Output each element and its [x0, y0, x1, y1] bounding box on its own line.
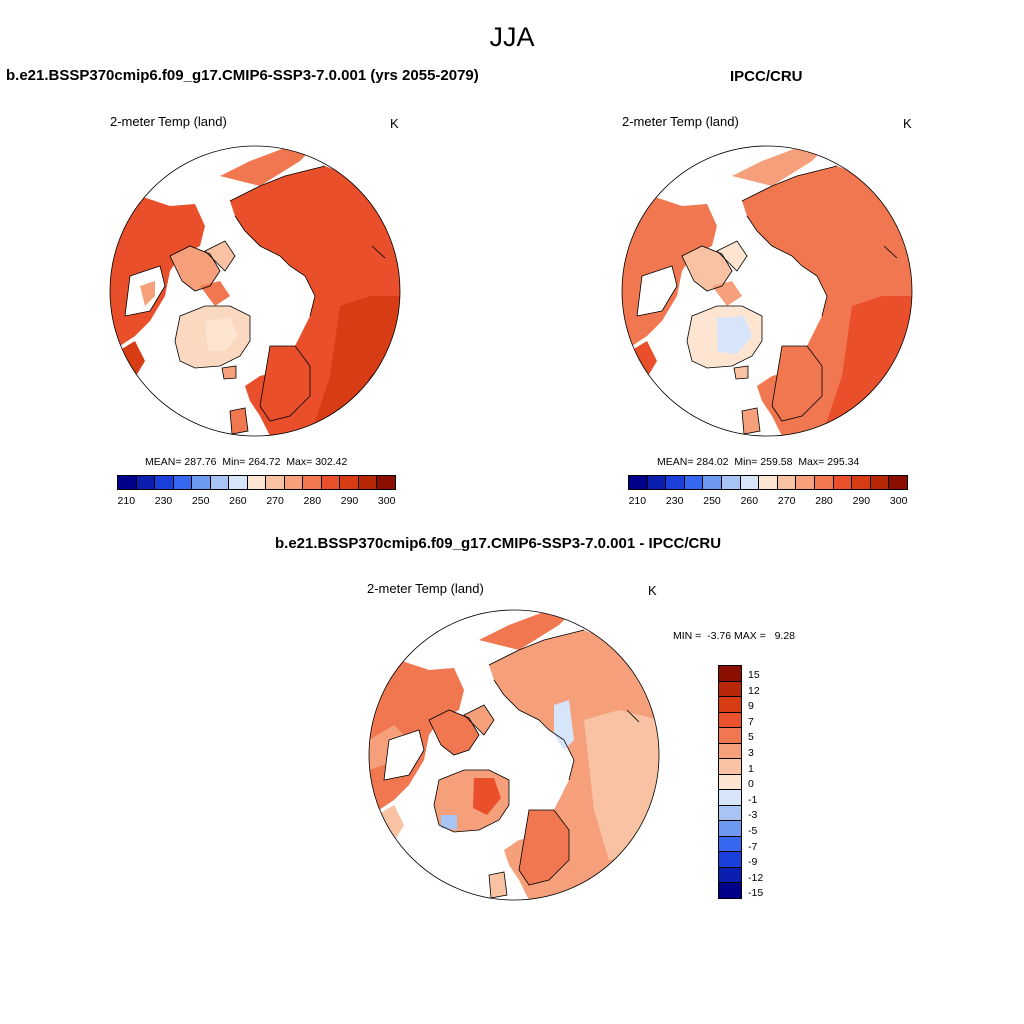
- colorbar-tick-label: 260: [229, 495, 247, 507]
- colorbar-tick-label: 1: [748, 762, 754, 775]
- colorbar-tick-label: -15: [748, 887, 764, 900]
- colorbar-swatch: [646, 476, 666, 489]
- colorbar-swatch: [665, 476, 684, 489]
- diff-units-label: K: [648, 583, 657, 598]
- colorbar-tick-label: 230: [154, 495, 173, 507]
- diff-colorbar: [718, 665, 742, 899]
- colorbar-swatch: [719, 742, 741, 759]
- colorbar-tick-label: 230: [665, 495, 684, 507]
- colorbar-tick-label: 300: [377, 495, 396, 507]
- diff-variable-label: 2-meter Temp (land): [367, 581, 484, 596]
- colorbar-tick-label: 290: [340, 495, 359, 507]
- colorbar-swatch: [719, 680, 741, 697]
- colorbar-swatch: [719, 773, 741, 790]
- colorbar-swatch: [719, 820, 741, 836]
- model-variable-label: 2-meter Temp (land): [110, 114, 227, 129]
- colorbar-tick-label: 0: [748, 778, 754, 791]
- colorbar-tick-label: 7: [748, 715, 754, 728]
- colorbar-swatch: [191, 476, 210, 489]
- colorbar-tick-label: 250: [191, 495, 210, 507]
- model-polar-map: [109, 145, 401, 437]
- colorbar-swatch: [154, 476, 173, 489]
- diff-polar-map: [368, 609, 660, 901]
- obs-variable-label: 2-meter Temp (land): [622, 114, 739, 129]
- colorbar-swatch: [719, 851, 741, 867]
- colorbar-swatch: [720, 476, 740, 489]
- colorbar-tick-label: 300: [889, 495, 908, 507]
- model-stats: MEAN= 287.76 Min= 264.72 Max= 302.42: [145, 456, 348, 468]
- colorbar-tick-label: 210: [628, 495, 647, 507]
- page-title: JJA: [489, 22, 535, 52]
- colorbar-swatch: [265, 476, 284, 489]
- colorbar-swatch: [719, 666, 741, 681]
- model-case-title: b.e21.BSSP370cmip6.f09_g17.CMIP6-SSP3-7.…: [6, 67, 479, 84]
- colorbar-tick-label: 210: [117, 495, 136, 507]
- colorbar-tick-label: 15: [748, 668, 760, 681]
- colorbar-tick-label: -1: [748, 793, 758, 806]
- colorbar-swatch: [283, 476, 303, 489]
- colorbar-swatch: [376, 476, 395, 489]
- colorbar-swatch: [795, 476, 814, 489]
- obs-stats: MEAN= 284.02 Min= 259.58 Max= 295.34: [657, 456, 860, 468]
- diff-stats: MIN = -3.76 MAX = 9.28: [673, 630, 796, 642]
- colorbar-tick-label: -12: [748, 871, 764, 884]
- colorbar-swatch: [172, 476, 192, 489]
- colorbar-swatch: [719, 696, 741, 712]
- colorbar-tick-label: -7: [748, 840, 758, 853]
- obs-units-label: K: [903, 116, 912, 131]
- colorbar-swatch: [209, 476, 229, 489]
- colorbar-tick-label: 9: [748, 700, 754, 713]
- colorbar-tick-label: -3: [748, 809, 758, 822]
- colorbar-swatch: [118, 476, 136, 489]
- colorbar-tick-label: 270: [266, 495, 284, 507]
- colorbar-tick-label: 12: [748, 684, 760, 697]
- colorbar-tick-label: -5: [748, 824, 758, 837]
- colorbar-tick-label: 5: [748, 731, 754, 744]
- model-units-label: K: [390, 116, 399, 131]
- colorbar-tick-label: 290: [852, 495, 871, 507]
- colorbar-swatch: [719, 835, 741, 852]
- colorbar-swatch: [683, 476, 703, 489]
- diff-case-title: b.e21.BSSP370cmip6.f09_g17.CMIP6-SSP3-7.…: [275, 535, 722, 552]
- colorbar-swatch: [320, 476, 340, 489]
- colorbar-swatch: [719, 758, 741, 774]
- colorbar-swatch: [339, 476, 358, 489]
- colorbar-swatch: [357, 476, 377, 489]
- colorbar-swatch: [629, 476, 647, 489]
- colorbar-swatch: [719, 711, 741, 728]
- obs-case-title: IPCC/CRU: [730, 68, 803, 85]
- colorbar-swatch: [758, 476, 777, 489]
- colorbar-tick-label: 260: [740, 495, 759, 507]
- colorbar-swatch: [135, 476, 155, 489]
- colorbar-swatch: [776, 476, 796, 489]
- colorbar-swatch: [246, 476, 266, 489]
- colorbar-swatch: [719, 727, 741, 743]
- colorbar-tick-label: -9: [748, 856, 758, 869]
- colorbar-tick-label: 280: [815, 495, 833, 507]
- colorbar-swatch: [869, 476, 889, 489]
- model-colorbar: [117, 475, 396, 490]
- colorbar-swatch: [851, 476, 870, 489]
- colorbar-tick-label: 3: [748, 746, 754, 759]
- colorbar-swatch: [719, 789, 741, 805]
- colorbar-swatch: [888, 476, 907, 489]
- obs-colorbar: [628, 475, 908, 490]
- colorbar-swatch: [719, 804, 741, 821]
- colorbar-swatch: [832, 476, 852, 489]
- colorbar-swatch: [702, 476, 721, 489]
- colorbar-tick-label: 280: [303, 495, 322, 507]
- colorbar-swatch: [228, 476, 247, 489]
- colorbar-tick-label: 250: [703, 495, 721, 507]
- colorbar-swatch: [302, 476, 321, 489]
- colorbar-swatch: [719, 882, 741, 898]
- colorbar-swatch: [739, 476, 759, 489]
- colorbar-swatch: [813, 476, 833, 489]
- colorbar-tick-label: 270: [777, 495, 796, 507]
- colorbar-swatch: [719, 866, 741, 883]
- obs-polar-map: [621, 145, 913, 437]
